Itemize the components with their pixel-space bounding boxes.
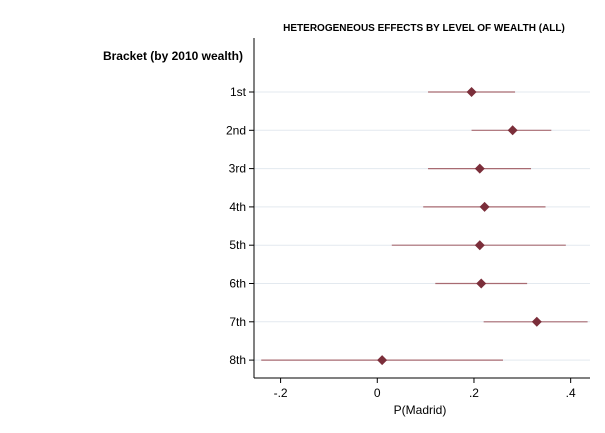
- point-estimates: [377, 87, 542, 366]
- x-tick-label: -.2: [274, 386, 288, 400]
- estimate-marker-5th: [474, 240, 485, 251]
- y-tick-label-5th: 5th: [229, 238, 246, 252]
- estimate-marker-6th: [476, 278, 487, 289]
- estimate-marker-7th: [531, 316, 542, 327]
- y-tick-label-6th: 6th: [229, 277, 246, 291]
- y-tick-label-7th: 7th: [229, 315, 246, 329]
- y-tick-label-3rd: 3rd: [229, 162, 246, 176]
- tick-labels: -.2 0 .2 .4 1st 2nd 3rd 4th 5th 6th 7th 8th: [226, 85, 576, 400]
- x-tick-label: .4: [566, 386, 576, 400]
- axes: [249, 38, 590, 383]
- group-axis-title: Bracket (by 2010 wealth): [103, 49, 243, 63]
- y-tick-label-1st: 1st: [230, 85, 247, 99]
- chart-title: HETEROGENEOUS EFFECTS BY LEVEL OF WEALTH…: [283, 23, 565, 34]
- y-tick-label-8th: 8th: [229, 353, 246, 367]
- y-tick-label-2nd: 2nd: [226, 123, 246, 137]
- estimate-marker-8th: [377, 355, 388, 366]
- x-axis-label: P(Madrid): [394, 403, 447, 417]
- estimate-marker-4th: [479, 201, 490, 212]
- x-tick-label: 0: [374, 386, 381, 400]
- estimate-marker-2nd: [507, 125, 518, 136]
- estimate-marker-3rd: [474, 163, 485, 174]
- x-tick-label: .2: [469, 386, 479, 400]
- estimate-marker-1st: [466, 87, 477, 97]
- y-tick-label-4th: 4th: [229, 200, 246, 214]
